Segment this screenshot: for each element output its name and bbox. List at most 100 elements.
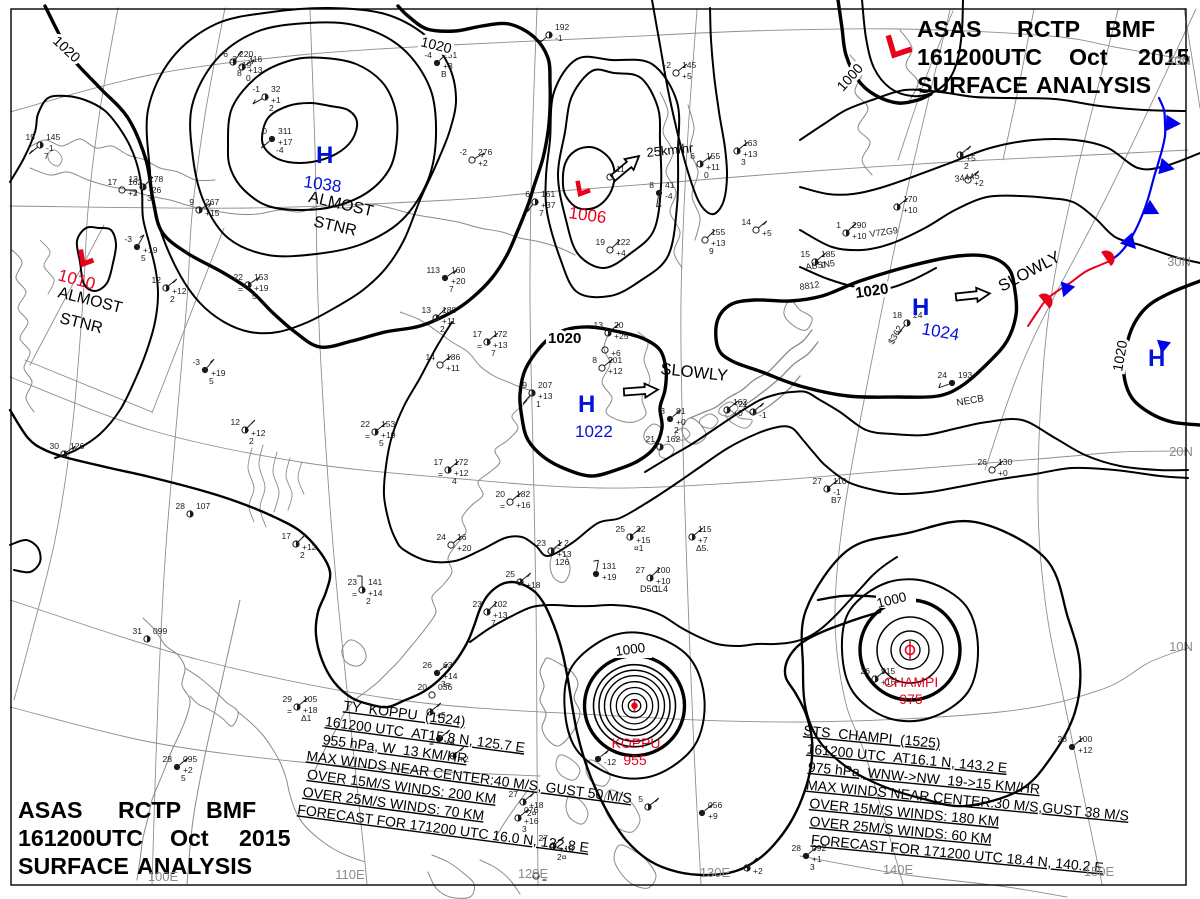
svg-text:BMF: BMF <box>206 797 256 823</box>
svg-text:-4: -4 <box>424 50 432 60</box>
svg-text:32: 32 <box>636 524 646 534</box>
svg-text:-4: -4 <box>665 191 673 201</box>
svg-text:22: 22 <box>361 419 371 429</box>
svg-text:185: 185 <box>821 249 835 259</box>
svg-text:+19: +19 <box>381 430 396 440</box>
svg-text:161200UTC: 161200UTC <box>917 44 1042 70</box>
svg-text:+5: +5 <box>436 710 446 720</box>
svg-text:1: 1 <box>654 584 659 594</box>
svg-text:107: 107 <box>196 501 210 511</box>
svg-text:22: 22 <box>234 272 244 282</box>
svg-text:24: 24 <box>938 370 948 380</box>
svg-text:+5: +5 <box>966 153 976 163</box>
svg-text:+12: +12 <box>172 286 187 296</box>
svg-text:+15: +15 <box>205 208 220 218</box>
svg-text:+18: +18 <box>303 705 318 715</box>
svg-text:+2: +2 <box>459 754 469 764</box>
svg-text:141: 141 <box>368 577 382 587</box>
svg-text:161: 161 <box>541 189 555 199</box>
svg-text:+1: +1 <box>812 854 822 864</box>
svg-text:=: = <box>352 589 357 599</box>
svg-text:RCTP: RCTP <box>118 797 181 823</box>
svg-text:153: 153 <box>254 272 268 282</box>
svg-text:27: 27 <box>813 476 823 486</box>
svg-text:3: 3 <box>810 862 815 872</box>
svg-text:=: = <box>438 469 443 479</box>
svg-text:160: 160 <box>451 265 465 275</box>
svg-text:955: 955 <box>623 752 647 768</box>
svg-text:34445: 34445 <box>954 171 980 184</box>
svg-text:H: H <box>316 142 333 169</box>
svg-text:=: = <box>287 706 292 716</box>
svg-text:5: 5 <box>379 438 384 448</box>
svg-text:17: 17 <box>434 457 444 467</box>
svg-text:178: 178 <box>149 174 163 184</box>
svg-text:9: 9 <box>522 380 527 390</box>
svg-text:155: 155 <box>706 151 720 161</box>
svg-text:290: 290 <box>852 220 866 230</box>
svg-text:2: 2 <box>674 425 679 435</box>
svg-text:3: 3 <box>741 157 746 167</box>
svg-text:-2: -2 <box>459 147 467 157</box>
svg-text:27: 27 <box>539 833 549 843</box>
svg-text:-1: -1 <box>555 33 563 43</box>
svg-text:0: 0 <box>246 73 251 83</box>
svg-text:6: 6 <box>690 151 695 161</box>
svg-text:092: 092 <box>812 843 826 853</box>
svg-text:7: 7 <box>449 284 454 294</box>
svg-text:B: B <box>441 69 447 79</box>
svg-text:+19: +19 <box>602 572 617 582</box>
svg-text:-3: -3 <box>229 54 237 64</box>
svg-text:145: 145 <box>46 132 60 142</box>
svg-text:8812: 8812 <box>799 279 820 292</box>
svg-text:+13: +13 <box>493 340 508 350</box>
svg-text:170: 170 <box>903 194 917 204</box>
svg-text:120E: 120E <box>518 866 549 881</box>
svg-text:192: 192 <box>555 22 569 32</box>
svg-text:150E: 150E <box>1084 864 1115 879</box>
svg-text:CHAMPI: CHAMPI <box>884 674 938 690</box>
svg-text:0: 0 <box>704 170 709 180</box>
svg-text:975: 975 <box>899 691 923 707</box>
svg-text:7: 7 <box>491 348 496 358</box>
svg-text:32: 32 <box>271 84 281 94</box>
svg-text:+5: +5 <box>762 228 772 238</box>
svg-text:ASAS: ASAS <box>917 16 981 42</box>
svg-text:100: 100 <box>1078 734 1092 744</box>
svg-text:1020: 1020 <box>548 330 581 347</box>
svg-text:19: 19 <box>596 237 606 247</box>
svg-text:H: H <box>1148 345 1165 372</box>
svg-text:=: = <box>238 284 243 294</box>
svg-text:-3: -3 <box>192 357 200 367</box>
svg-text:162: 162 <box>128 177 142 187</box>
svg-text:14: 14 <box>426 352 436 362</box>
svg-text:17: 17 <box>282 531 292 541</box>
svg-text:20: 20 <box>496 489 506 499</box>
svg-text:KOPPU: KOPPU <box>611 735 660 751</box>
svg-text:8: 8 <box>592 355 597 365</box>
svg-text:5: 5 <box>181 773 186 783</box>
svg-text:+18: +18 <box>529 800 544 810</box>
svg-text:3: 3 <box>147 193 152 203</box>
svg-text:-3: -3 <box>124 234 132 244</box>
svg-text:2: 2 <box>170 294 175 304</box>
svg-text:+10: +10 <box>903 205 918 215</box>
svg-text:161200UTC: 161200UTC <box>18 825 143 851</box>
svg-text:+2: +2 <box>183 765 193 775</box>
svg-text:122: 122 <box>616 237 630 247</box>
svg-text:18: 18 <box>893 310 903 320</box>
svg-text:B7: B7 <box>831 495 842 505</box>
svg-text:-12: -12 <box>604 757 617 767</box>
svg-text:2: 2 <box>440 324 445 334</box>
svg-text:102: 102 <box>493 599 507 609</box>
svg-text:+19: +19 <box>254 283 269 293</box>
svg-text:+19: +19 <box>143 245 158 255</box>
svg-text:23: 23 <box>473 599 483 609</box>
svg-text:21: 21 <box>646 434 656 444</box>
svg-text:162: 162 <box>733 397 747 407</box>
svg-text:+3: +3 <box>443 61 453 71</box>
svg-text:20: 20 <box>418 682 428 692</box>
svg-text:9: 9 <box>189 197 194 207</box>
svg-text:+12: +12 <box>454 468 469 478</box>
svg-text:172: 172 <box>493 329 507 339</box>
